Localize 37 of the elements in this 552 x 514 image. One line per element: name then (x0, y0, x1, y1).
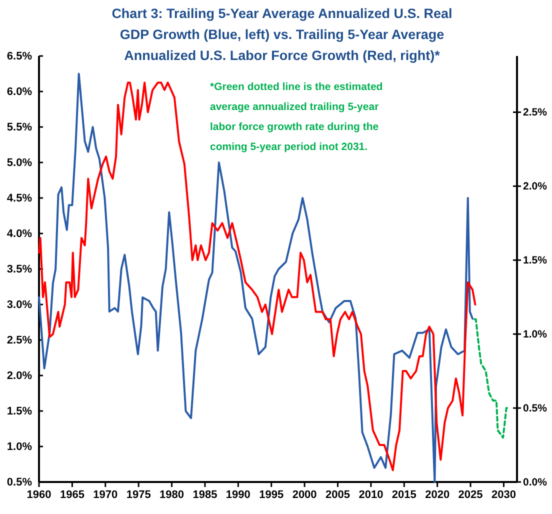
y-tick-label: 2.0% (6, 370, 32, 382)
y-tick-label: 0.5% (6, 476, 32, 489)
x-tick-label: 2000 (292, 488, 317, 501)
x-tick-label: 2030 (491, 488, 516, 501)
y2-tick-label: 1.5% (523, 254, 548, 266)
x-tick-label: 1965 (60, 488, 84, 501)
y2-tick-label: 2.5% (523, 106, 548, 119)
x-tick-label: 1995 (259, 488, 284, 501)
x-tick-label: 1990 (226, 488, 250, 501)
y2-tick-label: 2.0% (523, 180, 548, 193)
y-tick-label: 3.5% (6, 264, 32, 276)
y-tick-label: 4.5% (6, 192, 32, 205)
x-tick-label: 2025 (458, 488, 483, 501)
line-series (474, 318, 509, 439)
x-tick-label: 2015 (392, 488, 416, 501)
y-tick-label: 5.0% (6, 157, 32, 170)
annotation: *Green dotted line is the estimated average annualized trailing 5-year labor force growth rate during the coming 5-year period inot 2031. (210, 81, 383, 153)
x-tick-label: 2010 (358, 488, 384, 501)
y-tick-label: 2.5% (6, 334, 32, 347)
y-tick-label: 6.5% (6, 50, 32, 63)
y-tick-label: 3.0% (6, 299, 32, 312)
x-tick-label: 1975 (126, 488, 151, 501)
y-tick-label: 5.5% (6, 122, 32, 134)
y2-tick-label: 1.0% (523, 328, 548, 340)
x-tick-label: 2005 (326, 488, 350, 501)
y-tick-label: 6.0% (6, 86, 32, 98)
x-tick-label: 1970 (93, 488, 118, 501)
y-tick-label: 4.0% (6, 228, 32, 240)
x-tick-label: 1985 (192, 488, 218, 501)
y-tick-label: 1.0% (6, 441, 32, 454)
x-tick-label: 1980 (160, 488, 184, 501)
y2-tick-label: 0.5% (523, 402, 548, 414)
x-tick-label: 1960 (26, 488, 52, 501)
y2-tick-label: 0.0% (523, 476, 548, 488)
chart-title: Chart 3: Trailing 5-Year Average Annualized U.S. Real GDP Growth (Blue, left) vs. Trailing 5-Year Average Annualized U.S. Labor Force Growth (Red, right)* (112, 6, 452, 63)
y-tick-label: 1.5% (6, 406, 32, 418)
x-tick-label: 2020 (425, 488, 450, 501)
